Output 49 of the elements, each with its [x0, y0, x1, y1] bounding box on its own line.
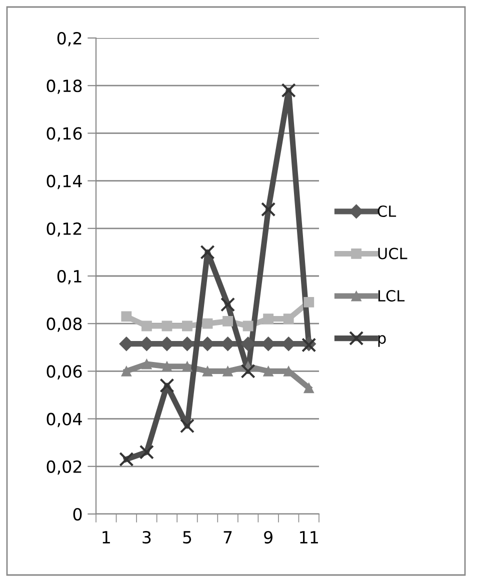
point: [304, 382, 314, 394]
x-tick-label: 11: [300, 531, 318, 544]
point: [263, 366, 274, 376]
point: [141, 320, 152, 332]
legend-label: LCL: [378, 290, 405, 302]
point: [283, 314, 294, 324]
point: [182, 361, 192, 372]
point: [139, 444, 154, 460]
point: [202, 366, 213, 376]
point: [220, 297, 236, 312]
point: [141, 358, 152, 370]
point: [160, 378, 174, 393]
y-tick-label: 0,16: [46, 127, 82, 142]
point: [180, 418, 195, 434]
legend-label: p: [378, 335, 386, 347]
point: [263, 314, 274, 324]
y-tick-label: 0,18: [46, 80, 82, 94]
y-tick-label: 0,04: [46, 412, 82, 428]
y-tick-label: 0,02: [46, 460, 82, 475]
x-tick-label: 5: [183, 531, 192, 544]
point: [242, 320, 254, 332]
y-tick-label: 0,12: [46, 222, 82, 237]
x-tick-label: 7: [224, 531, 232, 544]
point: [240, 336, 256, 352]
point: [304, 296, 314, 308]
point: [162, 320, 172, 332]
point: [281, 83, 296, 98]
x-tick-label: 1: [102, 531, 110, 544]
x-tick-label: 3: [142, 530, 151, 544]
point: [222, 366, 233, 376]
y-tick-label: 0,14: [46, 174, 82, 190]
point: [121, 366, 132, 376]
point: [182, 320, 192, 332]
y-tick-label: 0: [73, 508, 82, 521]
point: [222, 316, 233, 326]
point: [200, 244, 215, 260]
point: [121, 311, 132, 322]
x-tick-label: 9: [264, 530, 272, 544]
point: [261, 202, 276, 217]
point: [240, 364, 256, 378]
y-tick-label: 0,1: [57, 270, 82, 284]
y-tick-label: 0,2: [57, 32, 82, 46]
point: [162, 361, 172, 372]
point: [119, 452, 134, 467]
y-tick-label: 0,06: [46, 365, 82, 380]
y-tick-label: 0,08: [46, 318, 82, 332]
legend-label: UCL: [378, 248, 408, 260]
point: [202, 318, 213, 329]
legend-label: CL: [378, 205, 396, 218]
